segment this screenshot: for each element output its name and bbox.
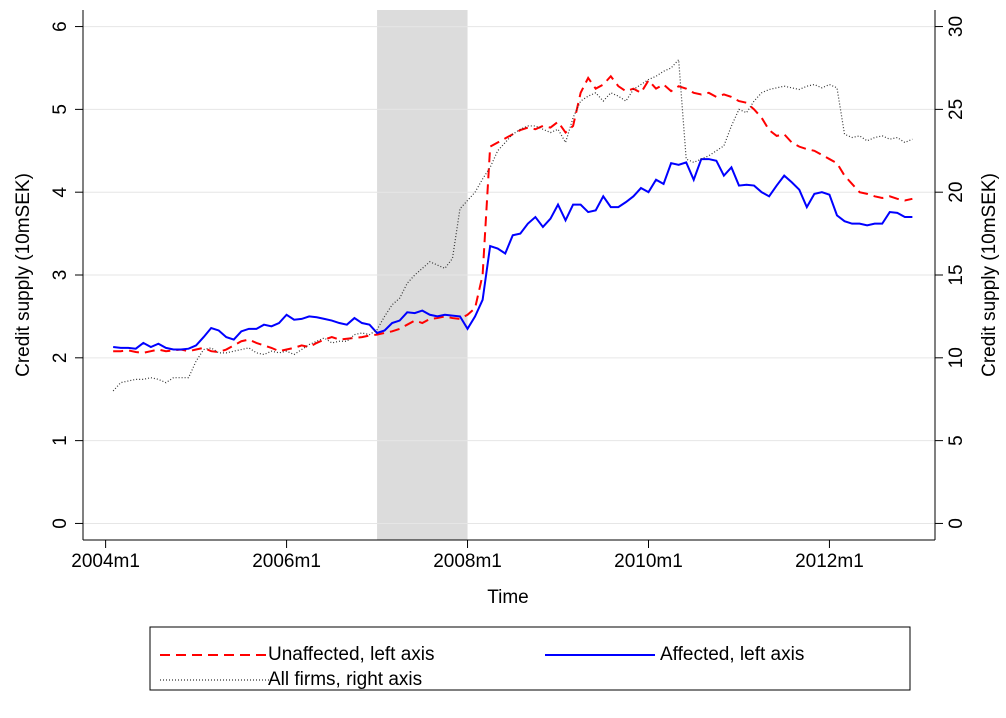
x-tick-label: 2010m1 [614, 551, 683, 572]
y-tick-label: 2 [50, 353, 71, 364]
legend-label: All firms, right axis [268, 669, 422, 690]
x-axis-title: Time [487, 587, 529, 608]
x-tick-label: 2012m1 [795, 551, 864, 572]
y2-tick-label: 10 [946, 347, 967, 368]
x-tick-label: 2008m1 [433, 551, 502, 572]
y-axis-title: Credit supply (10mSEK) [13, 173, 34, 377]
legend-label: Unaffected, left axis [268, 644, 435, 665]
series-line [112, 58, 913, 392]
y-tick-label: 6 [50, 21, 71, 32]
y-tick-label: 4 [50, 186, 71, 197]
y-tick-label: 0 [50, 518, 71, 529]
y2-tick-label: 25 [946, 99, 967, 120]
y2-tick-label: 20 [946, 182, 967, 203]
x-tick-label: 2006m1 [252, 551, 321, 572]
x-tick-label: 2004m1 [71, 551, 140, 572]
series-line [113, 74, 913, 354]
legend-label: Affected, left axis [660, 644, 804, 665]
series-line [113, 158, 913, 351]
y2-tick-label: 15 [946, 264, 967, 285]
y2-axis-title: Credit supply (10mSEK) [979, 173, 1000, 377]
legend-box [149, 626, 911, 691]
y2-tick-label: 30 [946, 16, 967, 37]
y2-tick-label: 0 [946, 518, 967, 529]
y2-tick-label: 5 [946, 435, 967, 446]
y-tick-label: 5 [50, 104, 71, 115]
y-tick-label: 3 [50, 270, 71, 281]
y-tick-label: 1 [50, 435, 71, 446]
